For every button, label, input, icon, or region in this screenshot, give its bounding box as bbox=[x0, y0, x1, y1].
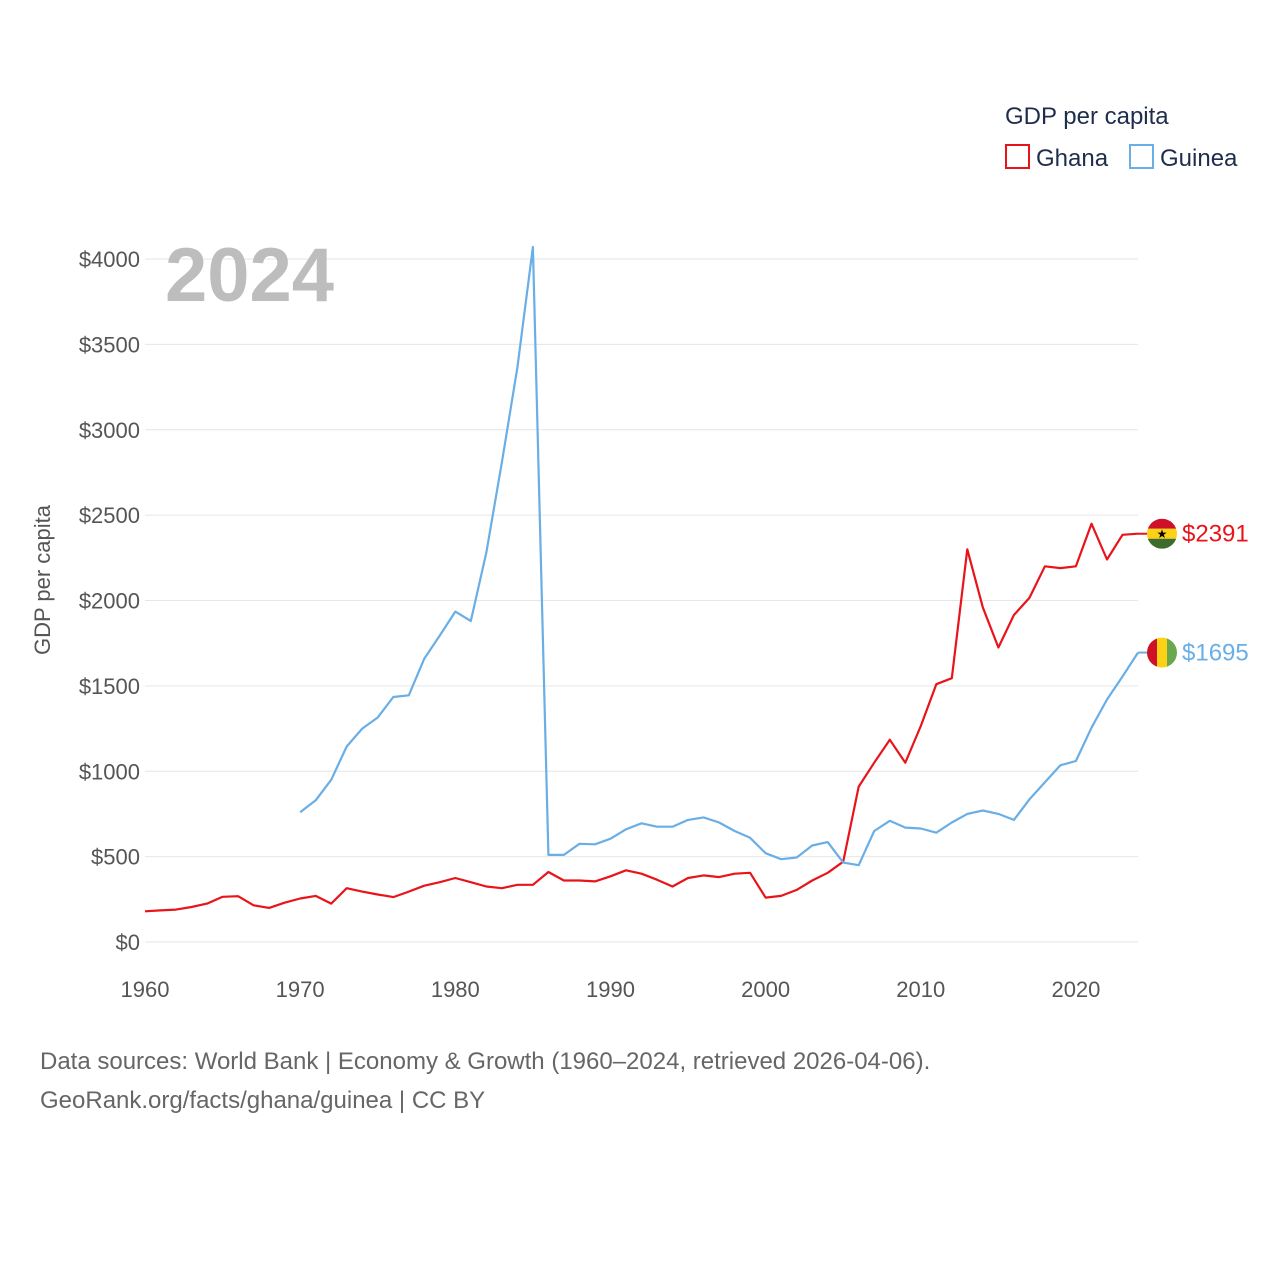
ghana-flag-band bbox=[1147, 538, 1177, 549]
x-tick-label: 2000 bbox=[741, 977, 790, 1002]
y-tick-label: $3000 bbox=[79, 418, 140, 443]
guinea-flag-icon bbox=[1147, 637, 1157, 668]
y-tick-label: $2500 bbox=[79, 503, 140, 528]
legend-label-ghana: Ghana bbox=[1036, 145, 1109, 172]
guinea-flag-band bbox=[1167, 637, 1177, 668]
x-tick-label: 2010 bbox=[896, 977, 945, 1002]
end-value-label: $1695 bbox=[1182, 640, 1249, 667]
series-line-ghana bbox=[144, 522, 1139, 913]
y-tick-label: $1000 bbox=[79, 759, 140, 784]
source-line-1: Data sources: World Bank | Economy & Gro… bbox=[40, 1048, 931, 1075]
x-tick-label: 1970 bbox=[276, 977, 325, 1002]
legend-label-guinea: Guinea bbox=[1160, 145, 1238, 172]
end-value-label: $2391 bbox=[1182, 521, 1249, 548]
ghana-flag-icon bbox=[1147, 518, 1177, 529]
legend-title: GDP per capita bbox=[1005, 103, 1169, 130]
x-tick-label: 1980 bbox=[431, 977, 480, 1002]
x-tick-label: 2020 bbox=[1051, 977, 1100, 1002]
guinea-flag-band bbox=[1157, 637, 1167, 668]
y-tick-label: $500 bbox=[91, 845, 140, 870]
source-line-2[interactable]: GeoRank.org/facts/ghana/guinea | CC BY bbox=[40, 1087, 486, 1114]
y-tick-label: $0 bbox=[116, 930, 140, 955]
x-tick-label: 1990 bbox=[586, 977, 635, 1002]
y-axis-title: GDP per capita bbox=[30, 504, 55, 655]
year-label: 2024 bbox=[165, 233, 334, 318]
x-tick-label: 1960 bbox=[121, 977, 170, 1002]
y-tick-label: $4000 bbox=[79, 247, 140, 272]
y-tick-label: $1500 bbox=[79, 674, 140, 699]
y-tick-label: $3500 bbox=[79, 332, 140, 357]
series-line-guinea bbox=[299, 245, 1139, 867]
ghana-flag-band bbox=[1147, 528, 1177, 539]
legend-swatch-guinea bbox=[1129, 144, 1154, 169]
y-tick-label: $2000 bbox=[79, 589, 140, 614]
ghana-flag-star: ★ bbox=[1157, 527, 1168, 541]
legend-swatch-ghana bbox=[1005, 144, 1030, 169]
source-note: Data sources: World Bank | Economy & Gro… bbox=[40, 1042, 930, 1120]
